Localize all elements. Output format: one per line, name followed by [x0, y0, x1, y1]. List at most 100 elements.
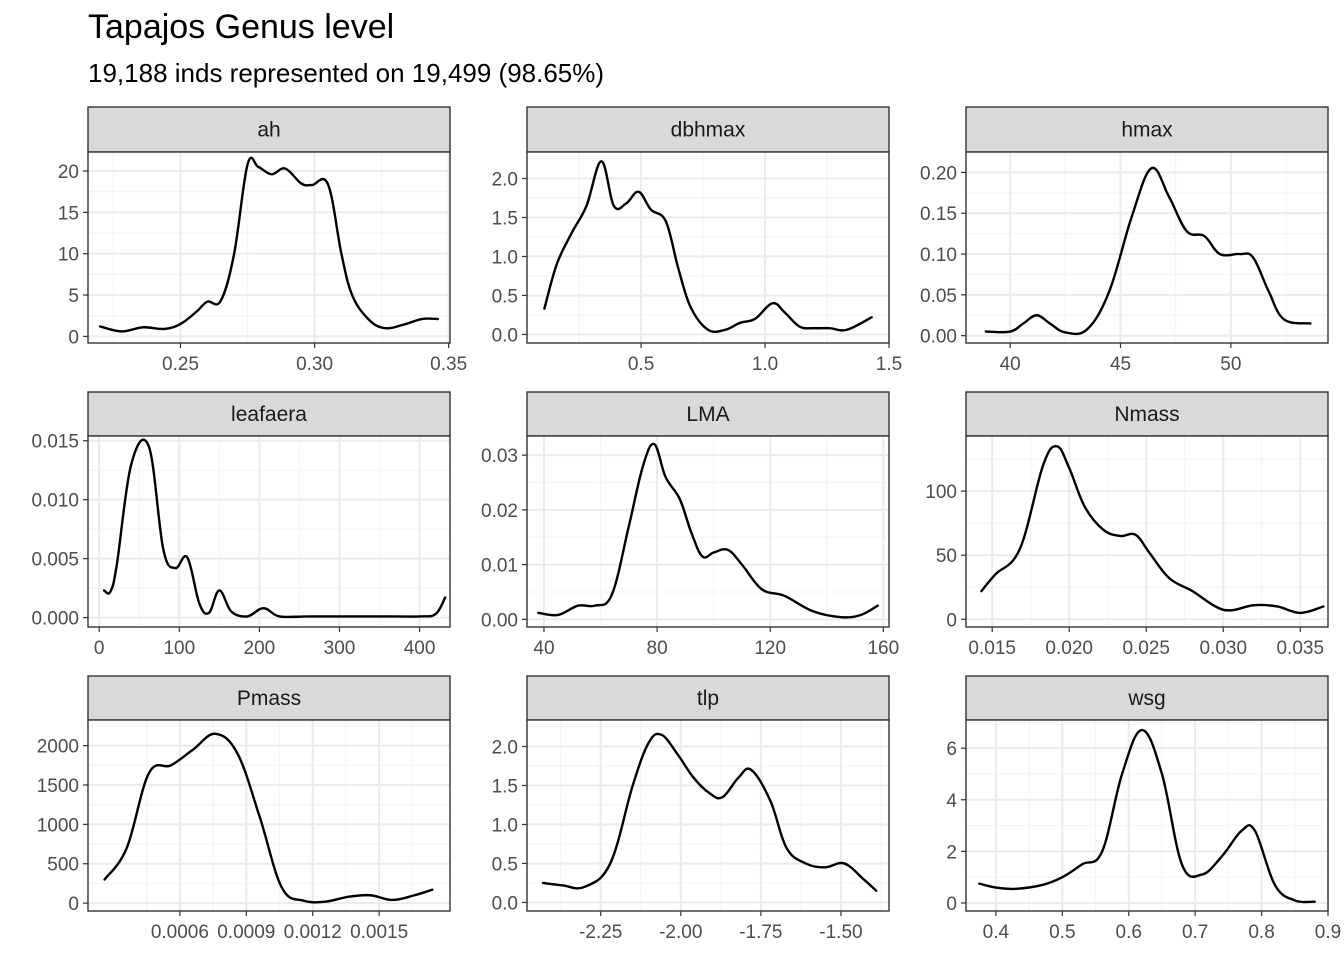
facet-panel-dbhmax: dbhmax 0.5 1.0 1.5 0.0 0.5 1.0 1.5 2.0	[492, 106, 902, 375]
x-tick-label: 100	[163, 638, 195, 659]
panel-border	[87, 435, 451, 628]
y-tick-label: 0.00	[481, 610, 518, 631]
y-tick-label: 0.01	[481, 556, 518, 577]
panel-border	[526, 151, 890, 344]
panel-background	[527, 152, 889, 343]
y-tick-label: 0.15	[920, 204, 957, 225]
x-tick-label: -1.75	[739, 922, 782, 943]
y-tick-label: 2.0	[492, 738, 518, 759]
panel-border	[965, 435, 1329, 628]
facet-strip-label: Nmass	[1114, 403, 1179, 426]
y-tick-label: 50	[936, 546, 957, 567]
facet-strip	[526, 675, 890, 721]
y-tick-label: 1.5	[492, 776, 518, 797]
y-tick-label: 1500	[37, 776, 79, 797]
panel-background	[966, 152, 1328, 343]
facet-strip-label: tlp	[697, 687, 719, 710]
y-tick-label: 0	[946, 610, 957, 631]
y-tick-label: 0.05	[920, 286, 957, 307]
facet-strip	[965, 675, 1329, 721]
panel-border	[87, 719, 451, 912]
chart-title: Tapajos Genus level	[88, 8, 395, 46]
density-line-LMA	[537, 442, 879, 619]
x-tick-label: 160	[867, 638, 899, 659]
density-line-Nmass	[980, 444, 1325, 615]
x-tick-label: 45	[1110, 354, 1131, 375]
x-tick-label: 0	[94, 638, 105, 659]
facet-panel-leafaera: leafaera 0 100 200 300 400 0.000 0.005 0.010 0.01…	[31, 391, 451, 659]
y-tick-label: 500	[47, 855, 79, 876]
x-tick-label: 0.9	[1315, 922, 1341, 943]
x-tick-label: 0.0015	[350, 922, 408, 943]
y-tick-label: 0.5	[492, 854, 518, 875]
panel-background	[527, 436, 889, 627]
y-tick-label: 2000	[37, 737, 79, 758]
density-line-leafaera	[102, 438, 447, 619]
panel-background	[966, 720, 1328, 911]
x-tick-label: 400	[404, 638, 436, 659]
facet-strip	[965, 106, 1329, 153]
x-tick-label: 0.4	[983, 922, 1010, 943]
facet-panel-ah: ah 0.25 0.30 0.35 0 5 10 15 20	[58, 106, 467, 375]
facet-panel-hmax: hmax 40 45 50 0.00 0.05 0.10 0.15 0.20	[920, 106, 1329, 375]
facet-strip-label: LMA	[686, 403, 729, 426]
panel-background	[88, 436, 450, 627]
facet-strip	[526, 391, 890, 437]
x-tick-label: 0.7	[1182, 922, 1208, 943]
y-tick-label: 10	[58, 245, 79, 266]
y-tick-label: 4	[946, 791, 957, 812]
panel-border	[965, 151, 1329, 344]
y-tick-label: 0	[946, 894, 957, 915]
y-tick-label: 0.5	[492, 286, 518, 307]
facet-panel-tlp: tlp -2.25 -2.00 -1.75 -1.50 0.0 0.5 1.0 1.5 2.0	[492, 675, 890, 943]
y-tick-label: 15	[58, 203, 79, 224]
x-tick-label: 120	[754, 638, 786, 659]
facet-strip-label: hmax	[1121, 119, 1173, 142]
panel-background	[527, 720, 889, 911]
x-tick-label: 0.25	[162, 354, 199, 375]
x-tick-label: 1.0	[752, 354, 778, 375]
facet-strip-label: ah	[257, 119, 280, 142]
y-tick-label: 0.000	[31, 609, 79, 630]
x-tick-label: 0.0009	[217, 922, 275, 943]
density-line-wsg	[978, 728, 1316, 904]
x-tick-label: 0.020	[1045, 638, 1093, 659]
facet-strip	[87, 675, 451, 721]
x-tick-label: 50	[1220, 354, 1241, 375]
y-tick-label: 1.5	[492, 208, 518, 229]
y-tick-label: 0.10	[920, 245, 957, 266]
x-tick-label: 1.5	[876, 354, 902, 375]
x-tick-label: 0.35	[430, 354, 467, 375]
facet-strip-label: dbhmax	[671, 119, 746, 142]
x-tick-label: 0.025	[1122, 638, 1170, 659]
x-tick-label: 0.0012	[284, 922, 342, 943]
y-tick-label: 0	[68, 894, 79, 915]
y-tick-label: 0.0	[492, 893, 518, 914]
x-tick-label: 0.5	[1049, 922, 1075, 943]
y-tick-label: 100	[925, 482, 957, 503]
y-tick-label: 0.02	[481, 501, 518, 522]
x-tick-label: 200	[244, 638, 276, 659]
x-tick-label: 0.5	[628, 354, 654, 375]
panel-border	[526, 435, 890, 628]
density-line-hmax	[984, 166, 1312, 336]
x-tick-label: 0.035	[1276, 638, 1324, 659]
density-line-Pmass	[103, 732, 434, 904]
x-tick-label: 0.015	[968, 638, 1016, 659]
x-tick-label: -2.00	[659, 922, 702, 943]
facet-strip	[526, 106, 890, 153]
facet-panel-LMA: LMA 40 80 120 160 0.00 0.01 0.02 0.03	[481, 391, 899, 659]
y-tick-label: 1.0	[492, 815, 518, 836]
x-tick-label: 0.30	[296, 354, 333, 375]
x-tick-label: -1.50	[819, 922, 862, 943]
y-tick-label: 1000	[37, 815, 79, 836]
density-line-ah	[98, 156, 440, 333]
x-tick-label: 0.6	[1116, 922, 1142, 943]
facet-panel-Nmass: Nmass 0.015 0.020 0.025 0.030 0.035 0 50 100	[925, 391, 1329, 659]
panel-background	[88, 720, 450, 911]
y-tick-label: 2.0	[492, 170, 518, 191]
x-tick-label: -2.25	[579, 922, 622, 943]
facet-panel-Pmass: Pmass 0.0006 0.0009 0.0012 0.0015 0 500 1000 150…	[37, 675, 451, 943]
x-tick-label: 0.8	[1248, 922, 1274, 943]
